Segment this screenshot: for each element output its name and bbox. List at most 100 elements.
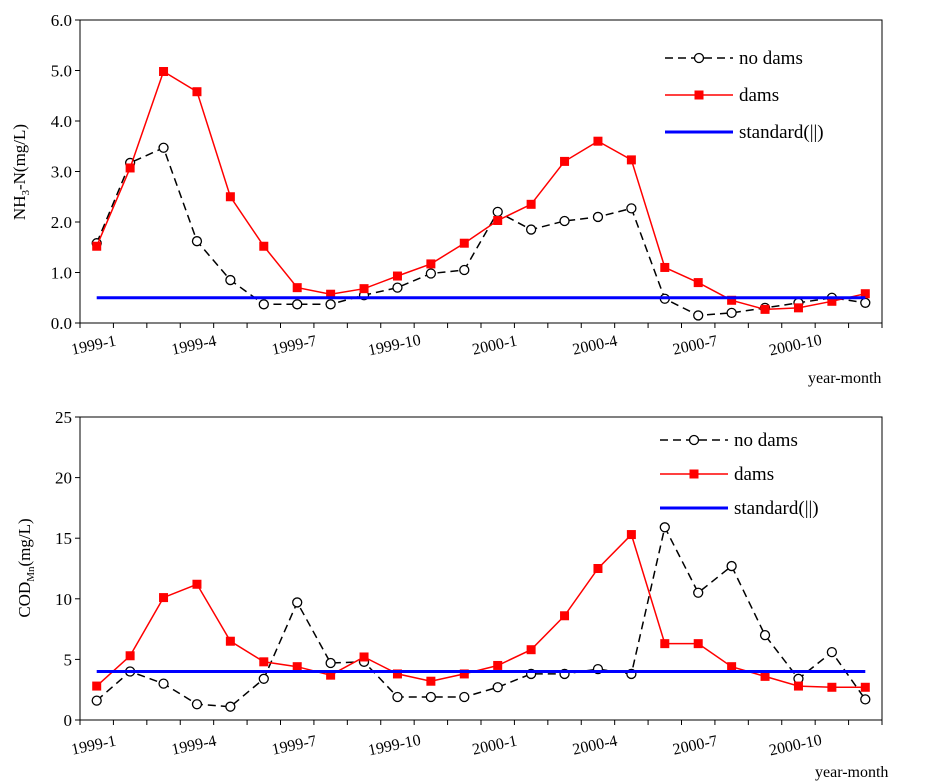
series-dams-point [292,283,302,293]
legend-label: dams [739,85,779,106]
nh3-n-chart: 0.0 1.0 2.0 3.0 4.0 5.0 6.0 1999-1 1999-4 1999-7 1… [10,11,883,387]
legend-label: no dams [739,48,803,69]
series-dams-point [793,303,803,313]
series-dams-point [727,295,737,305]
x-axis-label: year-month [808,370,881,387]
series-dams-point [660,262,670,272]
series-no-dams-point [425,691,437,703]
series-dams-point [793,681,803,691]
series-dams-line [96,70,866,311]
series-no-dams-point [225,701,236,712]
series-dams-point [125,163,135,173]
legend-marker [694,90,704,100]
series-no-dams-point [492,206,503,218]
series-no-dams-point [91,695,102,706]
series-no-dams-point [158,142,169,153]
y-tick-label: 4.0 [51,112,72,131]
series-dams-point [459,669,469,679]
x-axis-label: year-month [815,764,888,781]
series-dams-point [526,645,536,655]
series-dams-point [760,671,770,681]
x-tick-label: 1999-4 [170,333,218,359]
series-no-dams-point [158,678,169,689]
legend-label: no dams [734,430,798,451]
x-tick-label: 2000-10 [768,732,824,760]
series-dams-point [493,660,503,670]
series-dams-point [359,284,369,294]
series-no-dams-point [392,691,403,703]
y-tick-label: 0.0 [51,314,72,333]
series-dams-point [392,271,402,281]
codmn-chart: 0 5 10 15 20 25 1999-1 1999-4 1999-7 1999-10 2000-… [15,408,888,781]
series-dams-point [92,241,102,251]
y-tick-label: 5 [64,650,73,669]
series-no-dams-point [826,646,838,658]
series-no-dams-point [325,657,336,669]
legend-label: dams [734,464,774,485]
x-tick-label: 2000-7 [671,733,719,759]
series-dams-point [192,579,202,589]
series-no-dams-line [96,525,866,708]
series-dams-point [159,593,169,603]
y-tick-label: 3.0 [51,163,72,182]
series-dams-point [760,304,770,314]
series-dams-point [326,670,336,680]
series-dams-point [259,241,269,251]
legend-marker [689,469,699,479]
series-dams-point [727,662,737,672]
y-axis-label: NH3-N(mg/L) [10,124,32,220]
series-dams-point [426,676,436,686]
x-tick-label: 1999-7 [270,333,318,359]
series-no-dams-point [559,215,570,227]
series-no-dams-point [225,274,236,286]
series-no-dams-point [191,699,203,710]
series-dams-point [392,669,402,679]
series-dams-point [860,289,870,299]
y-tick-label: 1.0 [51,264,72,283]
x-tick-label: 2000-4 [571,333,619,359]
series-dams-point [560,611,570,621]
x-tick-label: 2000-7 [671,333,719,359]
legend-label: standard(||) [739,122,824,143]
series-dams-point [593,564,603,573]
series-dams-point [192,87,202,97]
series-dams-point [326,289,336,299]
series-no-dams-point [392,282,403,293]
series-no-dams-point [693,310,704,321]
series-dams-point [159,67,169,77]
y-axis-label: CODMn(mg/L) [15,518,37,617]
series-dams-point [693,278,703,288]
y-tick-label: 10 [55,590,72,609]
series-dams-point [693,639,703,649]
x-tick-label: 2000-4 [571,733,619,759]
series-dams-point [827,682,837,692]
series-no-dams-point [492,682,503,693]
series-no-dams-point [592,211,604,223]
series-no-dams-point [258,299,269,310]
series-no-dams-point [759,630,771,641]
x-tick-label: 1999-10 [367,732,423,760]
y-tick-label: 25 [55,408,72,427]
series-no-dams-point [726,560,737,572]
x-tick-label: 1999-10 [367,332,423,360]
series-no-dams-point [292,299,303,310]
series-no-dams-point [525,224,537,235]
x-tick-label: 2000-1 [471,733,519,759]
x-tick-label: 1999-4 [170,733,218,759]
series-no-dams-point [860,694,871,705]
series-no-dams-point [258,673,269,684]
series-dams-point [292,662,302,672]
series-dams-line [96,533,866,689]
legend-marker [693,52,705,64]
series-dams-point [125,651,135,661]
y-tick-label: 0 [64,711,73,730]
series-dams-point [626,155,636,165]
y-tick-label: 15 [55,529,72,548]
series-no-dams-point [726,307,737,319]
series-no-dams-point [459,264,470,276]
series-no-dams-point [292,597,303,608]
series-dams-point [860,682,870,692]
series-dams-point [459,238,469,248]
series-no-dams-point [459,691,470,703]
